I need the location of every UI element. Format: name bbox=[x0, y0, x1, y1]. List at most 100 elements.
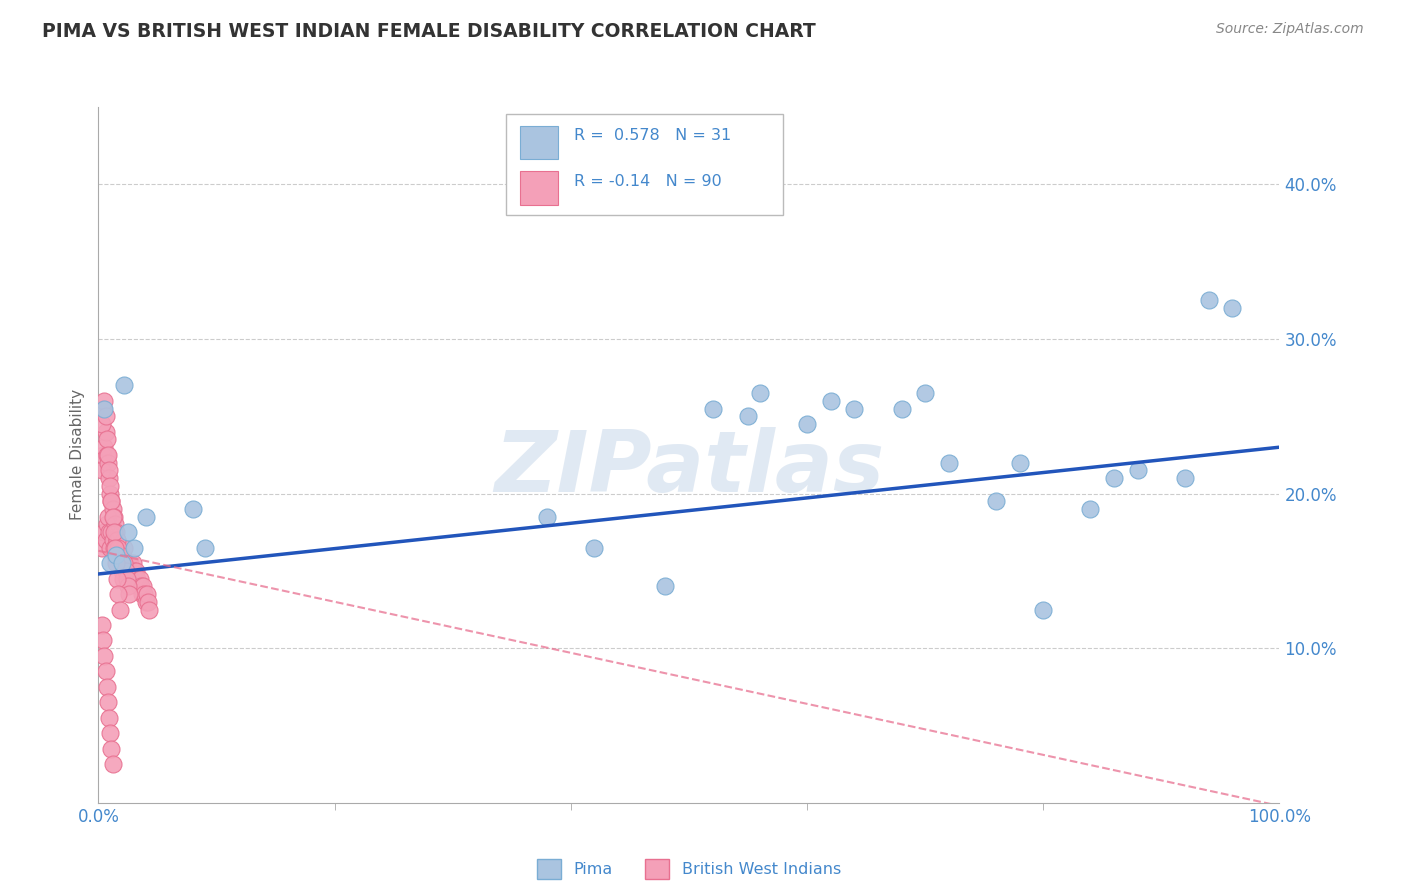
Point bbox=[105, 572, 128, 586]
Point bbox=[890, 401, 912, 416]
Point bbox=[118, 587, 141, 601]
Point bbox=[96, 433, 118, 447]
Point bbox=[1080, 502, 1102, 516]
Point bbox=[105, 541, 128, 555]
Text: R =  0.578   N = 31: R = 0.578 N = 31 bbox=[575, 128, 731, 143]
Point bbox=[1198, 293, 1220, 308]
Point bbox=[984, 494, 1007, 508]
Point bbox=[114, 556, 136, 570]
Point bbox=[112, 572, 135, 586]
Point bbox=[115, 564, 138, 578]
Point bbox=[97, 695, 120, 709]
Point bbox=[114, 564, 136, 578]
Point bbox=[91, 463, 114, 477]
Point bbox=[103, 509, 125, 524]
Point bbox=[98, 541, 121, 555]
Point bbox=[583, 541, 606, 555]
Point bbox=[111, 549, 134, 563]
Point bbox=[654, 579, 676, 593]
Point bbox=[91, 401, 114, 416]
Point bbox=[100, 494, 122, 508]
Point bbox=[112, 541, 135, 555]
Bar bbox=[520, 171, 558, 205]
Point bbox=[737, 409, 759, 424]
Point bbox=[138, 602, 160, 616]
Point bbox=[117, 556, 139, 570]
Point bbox=[110, 556, 132, 570]
Point bbox=[98, 726, 121, 740]
Point bbox=[120, 556, 142, 570]
Point bbox=[1102, 471, 1125, 485]
Point bbox=[134, 587, 156, 601]
Point bbox=[107, 541, 129, 555]
Point bbox=[914, 386, 936, 401]
Point bbox=[100, 494, 122, 508]
Point bbox=[98, 486, 121, 500]
Point bbox=[108, 541, 131, 555]
Point bbox=[96, 517, 118, 532]
Point bbox=[121, 556, 143, 570]
Point bbox=[107, 587, 129, 601]
Point bbox=[91, 541, 114, 555]
Point bbox=[101, 502, 124, 516]
Point bbox=[104, 549, 127, 563]
Point bbox=[93, 648, 115, 663]
Point bbox=[91, 618, 114, 632]
Point bbox=[94, 425, 117, 439]
Point bbox=[110, 556, 132, 570]
Point bbox=[108, 602, 131, 616]
Point bbox=[100, 741, 122, 756]
Point bbox=[98, 463, 121, 477]
Point bbox=[115, 572, 138, 586]
Text: PIMA VS BRITISH WEST INDIAN FEMALE DISABILITY CORRELATION CHART: PIMA VS BRITISH WEST INDIAN FEMALE DISAB… bbox=[42, 22, 815, 41]
Point bbox=[796, 417, 818, 431]
Point bbox=[103, 525, 125, 540]
Bar bbox=[520, 126, 558, 160]
Point bbox=[1032, 602, 1054, 616]
Point bbox=[132, 579, 155, 593]
Point bbox=[820, 393, 842, 408]
Point bbox=[104, 541, 127, 555]
Point bbox=[117, 579, 139, 593]
Point bbox=[1174, 471, 1197, 485]
Point bbox=[107, 556, 129, 570]
Point bbox=[93, 401, 115, 416]
Point bbox=[122, 541, 145, 555]
Point bbox=[105, 533, 128, 547]
Point bbox=[103, 541, 125, 555]
Point bbox=[111, 564, 134, 578]
Point bbox=[94, 409, 117, 424]
Point bbox=[536, 509, 558, 524]
Point bbox=[93, 393, 115, 408]
Point bbox=[91, 448, 114, 462]
Point bbox=[135, 595, 157, 609]
Point bbox=[1220, 301, 1243, 315]
Point bbox=[702, 401, 724, 416]
Point bbox=[93, 525, 115, 540]
Point bbox=[135, 509, 157, 524]
Point bbox=[124, 572, 146, 586]
Point bbox=[105, 549, 128, 563]
Point bbox=[1126, 463, 1149, 477]
Point bbox=[91, 417, 114, 431]
Point bbox=[844, 401, 866, 416]
Point bbox=[94, 665, 117, 679]
Point bbox=[101, 533, 124, 547]
Point bbox=[98, 556, 121, 570]
Text: Source: ZipAtlas.com: Source: ZipAtlas.com bbox=[1216, 22, 1364, 37]
Point bbox=[98, 471, 121, 485]
Point bbox=[111, 556, 134, 570]
Point bbox=[181, 502, 204, 516]
Point bbox=[938, 456, 960, 470]
Point bbox=[131, 587, 153, 601]
Point bbox=[105, 556, 128, 570]
Point bbox=[101, 757, 124, 772]
Point bbox=[122, 564, 145, 578]
Point bbox=[127, 572, 149, 586]
Point bbox=[100, 525, 122, 540]
Point bbox=[112, 378, 135, 392]
Bar bbox=[506, 114, 783, 215]
Point bbox=[98, 525, 121, 540]
Point bbox=[128, 572, 150, 586]
Point bbox=[128, 579, 150, 593]
